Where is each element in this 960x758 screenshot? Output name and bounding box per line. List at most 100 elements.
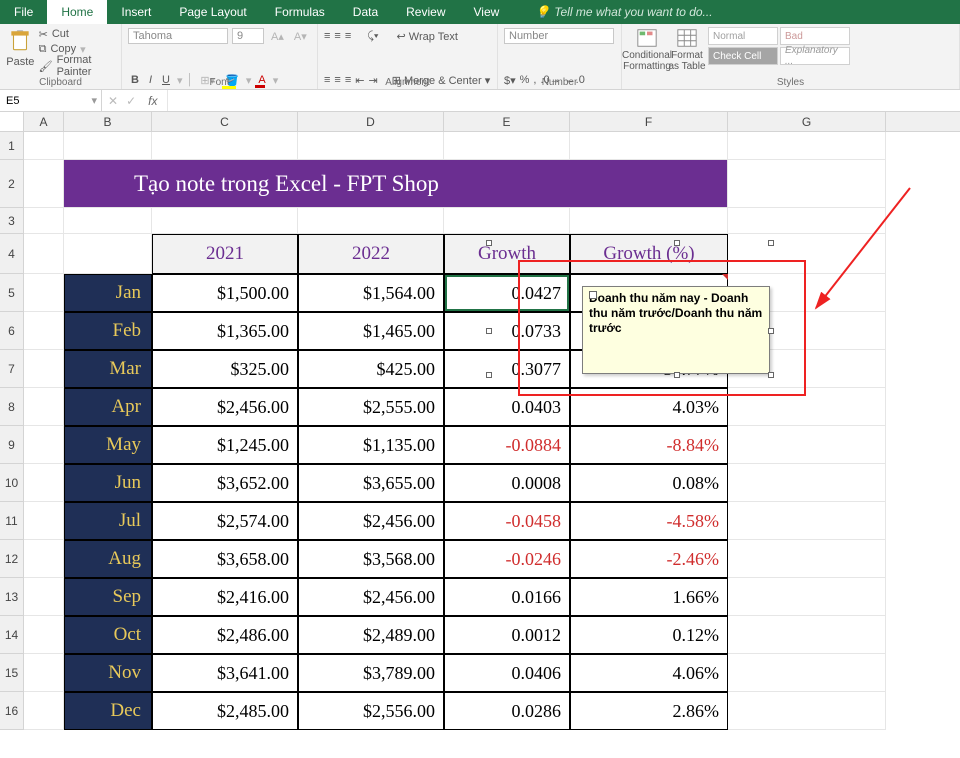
cell[interactable] [24,464,64,502]
tab-review[interactable]: Review [392,0,459,24]
cell[interactable]: $1,365.00 [152,312,298,350]
conditional-formatting-button[interactable]: Conditional Formatting [628,27,666,75]
col-header[interactable]: G [728,112,886,131]
tab-file[interactable]: File [0,0,47,24]
fx-icon[interactable]: fx [144,94,161,108]
row-header[interactable]: 12 [0,540,23,578]
cell[interactable] [24,160,64,208]
select-all-button[interactable] [0,112,24,132]
cell-styles-gallery[interactable]: NormalBadCheck CellExplanatory ... [708,27,850,75]
cell[interactable]: Apr [64,388,152,426]
cell-comment-note[interactable]: Doanh thu năm nay - Doanh thu năm trước/… [582,286,770,374]
cell[interactable]: Tạo note trong Excel - FPT Shop [64,160,728,208]
cell[interactable] [24,388,64,426]
cell[interactable] [444,132,570,160]
cell[interactable]: $2,456.00 [152,388,298,426]
row-header[interactable]: 14 [0,616,23,654]
col-header[interactable]: F [570,112,728,131]
cut-button[interactable]: ✂ Cut [39,27,115,41]
cell[interactable]: $3,568.00 [298,540,444,578]
cell[interactable]: 0.08% [570,464,728,502]
cell[interactable] [64,132,152,160]
row-header[interactable]: 3 [0,208,23,234]
tab-formulas[interactable]: Formulas [261,0,339,24]
spreadsheet-grid[interactable]: Tạo note trong Excel - FPT Shop20212022G… [24,132,886,730]
row-header[interactable]: 4 [0,234,23,274]
tab-insert[interactable]: Insert [107,0,165,24]
cell[interactable] [152,208,298,234]
row-header[interactable]: 7 [0,350,23,388]
col-header[interactable]: B [64,112,152,131]
col-header[interactable]: A [24,112,64,131]
cell[interactable]: Sep [64,578,152,616]
row-header[interactable]: 1 [0,132,23,160]
align-mid-icon[interactable]: ≡ [334,30,340,42]
cell[interactable]: -0.0458 [444,502,570,540]
row-header[interactable]: 11 [0,502,23,540]
align-bot-icon[interactable]: ≡ [345,30,351,42]
row-header[interactable]: 6 [0,312,23,350]
number-format-select[interactable]: Number [504,28,614,44]
cell-style-option[interactable]: Check Cell [708,47,778,65]
cell[interactable] [24,132,64,160]
cell[interactable] [24,692,64,730]
cell[interactable] [728,426,886,464]
tab-view[interactable]: View [460,0,514,24]
cell[interactable]: 0.0008 [444,464,570,502]
cell[interactable] [728,208,886,234]
cell[interactable] [152,132,298,160]
cell[interactable]: Jan [64,274,152,312]
cell-style-option[interactable]: Normal [708,27,778,45]
cell[interactable]: -8.84% [570,426,728,464]
increase-font-button[interactable]: A▴ [268,30,287,43]
cell[interactable] [728,160,886,208]
cell-style-option[interactable]: Bad [780,27,850,45]
cell[interactable] [728,692,886,730]
cell[interactable]: Nov [64,654,152,692]
cell[interactable] [728,578,886,616]
cell[interactable]: $1,465.00 [298,312,444,350]
cell[interactable]: Aug [64,540,152,578]
cell[interactable]: 0.0286 [444,692,570,730]
cell[interactable]: Mar [64,350,152,388]
cell[interactable] [24,234,64,274]
formula-input[interactable] [168,90,960,111]
tab-page-layout[interactable]: Page Layout [165,0,260,24]
cell[interactable]: 0.0406 [444,654,570,692]
cell[interactable]: Oct [64,616,152,654]
cell[interactable]: Jun [64,464,152,502]
cell[interactable]: $2,486.00 [152,616,298,654]
cell[interactable] [64,234,152,274]
cell[interactable] [24,274,64,312]
cell[interactable] [24,578,64,616]
row-header[interactable]: 5 [0,274,23,312]
font-size-select[interactable]: 9 [232,28,264,44]
font-name-select[interactable]: Tahoma [128,28,228,44]
decrease-font-button[interactable]: A▾ [291,30,310,43]
cell[interactable] [728,540,886,578]
cell[interactable]: Feb [64,312,152,350]
col-header[interactable]: C [152,112,298,131]
col-header[interactable]: E [444,112,570,131]
cell[interactable]: $3,658.00 [152,540,298,578]
row-header[interactable]: 2 [0,160,23,208]
cell[interactable]: 0.0166 [444,578,570,616]
paste-button[interactable]: Paste [6,27,35,75]
cell[interactable] [570,132,728,160]
cell[interactable]: Dec [64,692,152,730]
cell[interactable] [24,540,64,578]
cell[interactable]: $1,135.00 [298,426,444,464]
cell[interactable]: $3,641.00 [152,654,298,692]
tab-home[interactable]: Home [47,0,107,24]
cell[interactable]: $425.00 [298,350,444,388]
cell[interactable] [64,208,152,234]
cell[interactable] [728,502,886,540]
cell[interactable] [24,502,64,540]
row-header[interactable]: 15 [0,654,23,692]
cell[interactable]: $2,416.00 [152,578,298,616]
cell[interactable]: 2021 [152,234,298,274]
cell[interactable]: $2,485.00 [152,692,298,730]
row-header[interactable]: 9 [0,426,23,464]
cell[interactable]: 0.12% [570,616,728,654]
cell[interactable]: 2022 [298,234,444,274]
